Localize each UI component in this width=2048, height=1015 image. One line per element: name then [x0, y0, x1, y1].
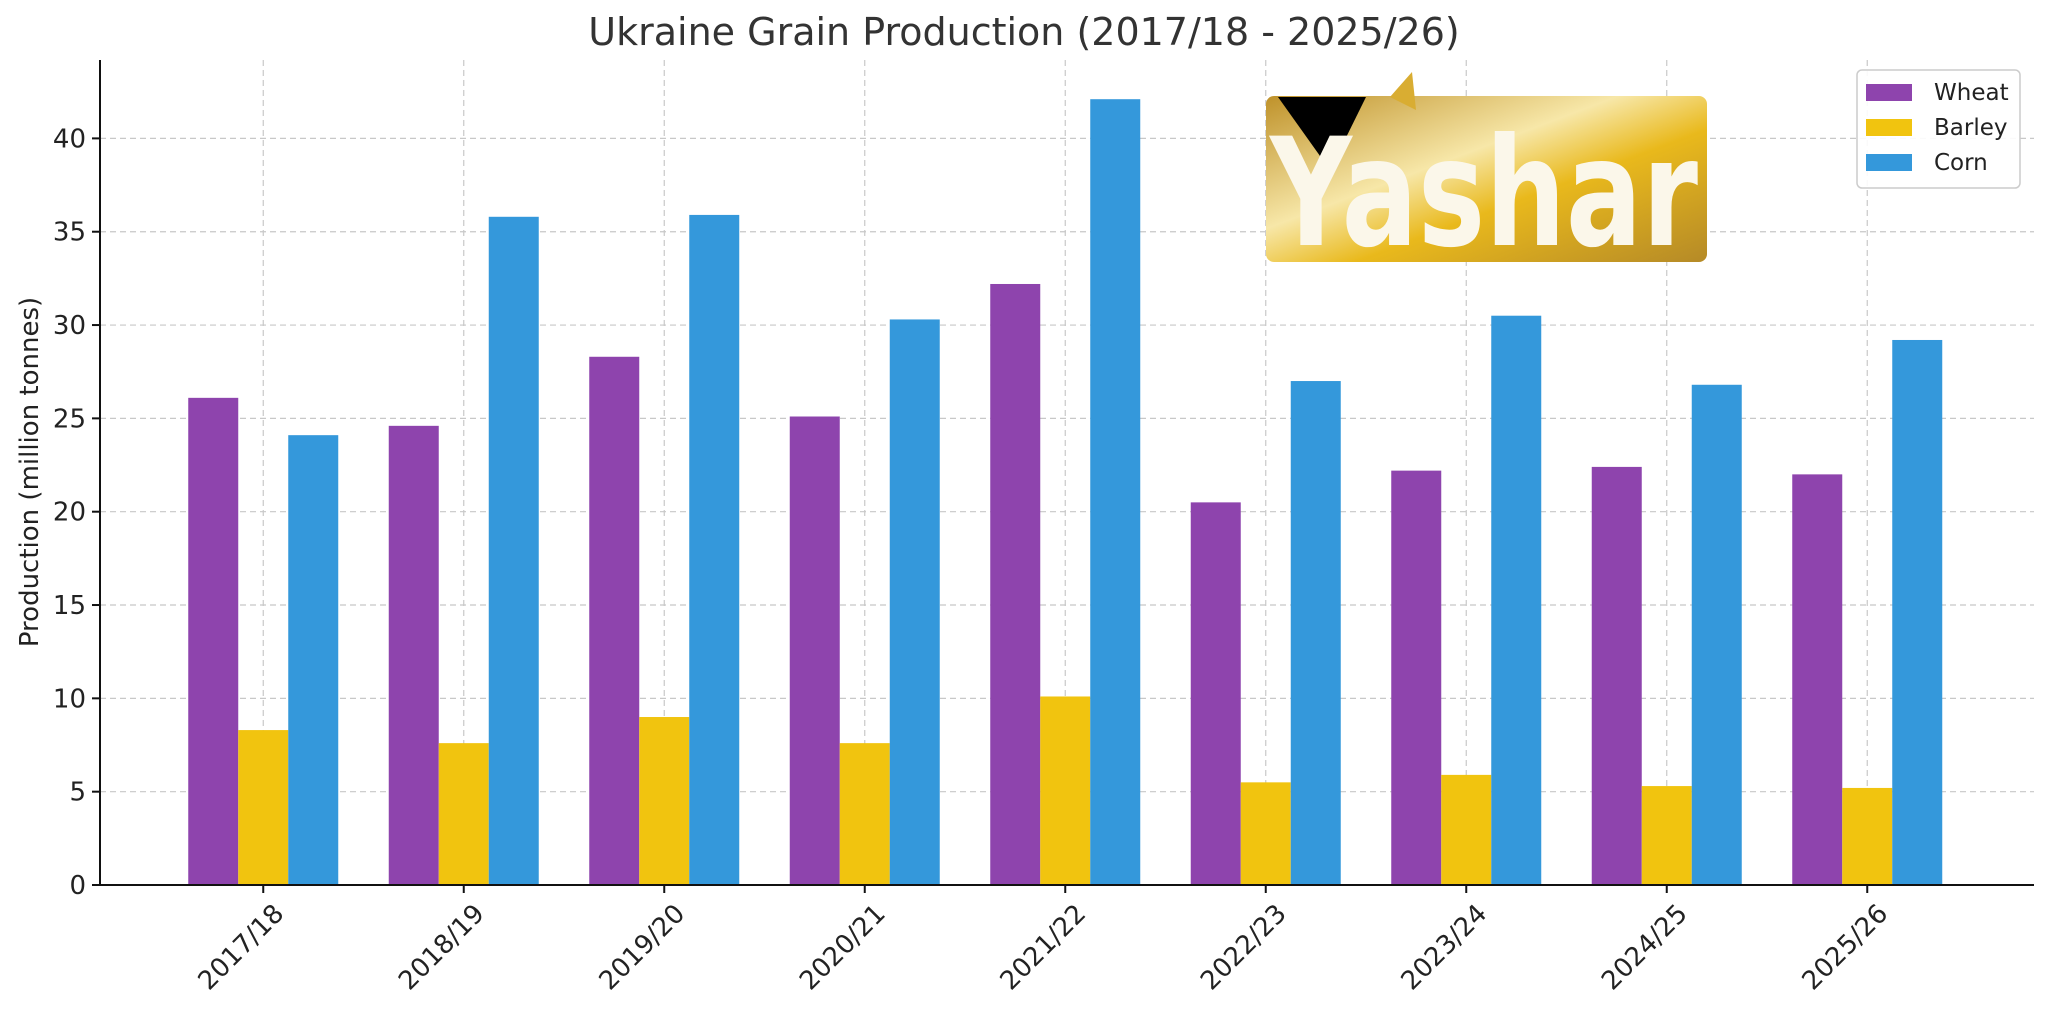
legend-swatch-corn — [1866, 154, 1912, 171]
bar-barley-2019-20 — [639, 717, 690, 885]
bar-barley-2025-26 — [1842, 787, 1893, 885]
bar-barley-2018-19 — [438, 743, 489, 885]
y-tick-labels: 0 5 10 15 20 25 30 35 40 — [53, 124, 86, 901]
x-tick-labels: 2017/18 2018/19 2019/20 2020/21 2021/22 2022/… — [193, 899, 1895, 997]
x-tick-label: 2023/24 — [1396, 899, 1494, 997]
legend-swatch-wheat — [1866, 84, 1912, 101]
bar-corn-2022-23 — [1290, 381, 1341, 885]
logo-text: Yashar — [1268, 107, 1698, 281]
x-tick-label: 2021/22 — [995, 899, 1093, 997]
bar-barley-2023-24 — [1441, 774, 1492, 885]
bar-wheat-2021-22 — [990, 283, 1041, 885]
x-tick-label: 2020/21 — [794, 899, 892, 997]
bar-corn-2021-22 — [1090, 99, 1141, 885]
bar-barley-2022-23 — [1240, 782, 1291, 885]
bar-barley-2024-25 — [1641, 786, 1692, 885]
bar-corn-2020-21 — [889, 319, 940, 886]
logo-black-triangle — [1278, 97, 1366, 170]
bar-barley-2017-18 — [238, 730, 289, 885]
logo: Yashar — [1266, 72, 1707, 281]
bar-wheat-2022-23 — [1190, 502, 1241, 885]
y-tick-label: 25 — [53, 404, 86, 434]
y-tick-label: 5 — [69, 778, 86, 808]
x-tick-label: 2018/19 — [393, 899, 491, 997]
bar-corn-2018-19 — [488, 216, 539, 885]
x-tick-label: 2024/25 — [1596, 899, 1694, 997]
y-axis-label: Production (million tonnes) — [15, 297, 45, 647]
bar-corn-2024-25 — [1691, 384, 1742, 885]
y-tick-label: 0 — [69, 871, 86, 901]
legend-swatch-barley — [1866, 119, 1912, 136]
bar-corn-2023-24 — [1491, 315, 1542, 886]
legend-label-corn: Corn — [1934, 150, 1988, 176]
y-tick-label: 40 — [53, 124, 86, 154]
bar-wheat-2023-24 — [1391, 470, 1442, 885]
y-tick-label: 15 — [53, 591, 86, 621]
bar-corn-2017-18 — [288, 435, 339, 885]
bar-barley-2021-22 — [1040, 696, 1091, 885]
x-tick-label: 2022/23 — [1195, 899, 1293, 997]
y-tick-label: 10 — [53, 684, 86, 714]
x-tick-label: 2017/18 — [193, 899, 291, 997]
bar-wheat-2017-18 — [188, 397, 239, 885]
x-tick-label: 2025/26 — [1797, 899, 1895, 997]
bars — [188, 99, 1943, 886]
x-tick-label: 2019/20 — [594, 899, 692, 997]
logo-spike — [1390, 72, 1416, 110]
bar-wheat-2020-21 — [789, 416, 840, 885]
y-tick-label: 30 — [53, 311, 86, 341]
chart-title: Ukraine Grain Production (2017/18 - 2025… — [588, 10, 1459, 54]
legend-label-wheat: Wheat — [1934, 80, 2009, 106]
bar-corn-2025-26 — [1892, 339, 1943, 885]
y-tick-label: 20 — [53, 498, 86, 528]
logo-background — [1266, 96, 1707, 262]
bar-wheat-2024-25 — [1591, 466, 1642, 885]
bar-wheat-2018-19 — [388, 425, 439, 885]
bar-corn-2019-20 — [689, 214, 740, 886]
legend: Wheat Barley Corn — [1856, 69, 2021, 189]
legend-label-barley: Barley — [1934, 115, 2007, 141]
y-tick-label: 35 — [53, 218, 86, 248]
bar-barley-2020-21 — [839, 743, 890, 885]
axes — [92, 60, 2034, 893]
bar-wheat-2019-20 — [589, 356, 640, 886]
bar-wheat-2025-26 — [1792, 474, 1843, 885]
